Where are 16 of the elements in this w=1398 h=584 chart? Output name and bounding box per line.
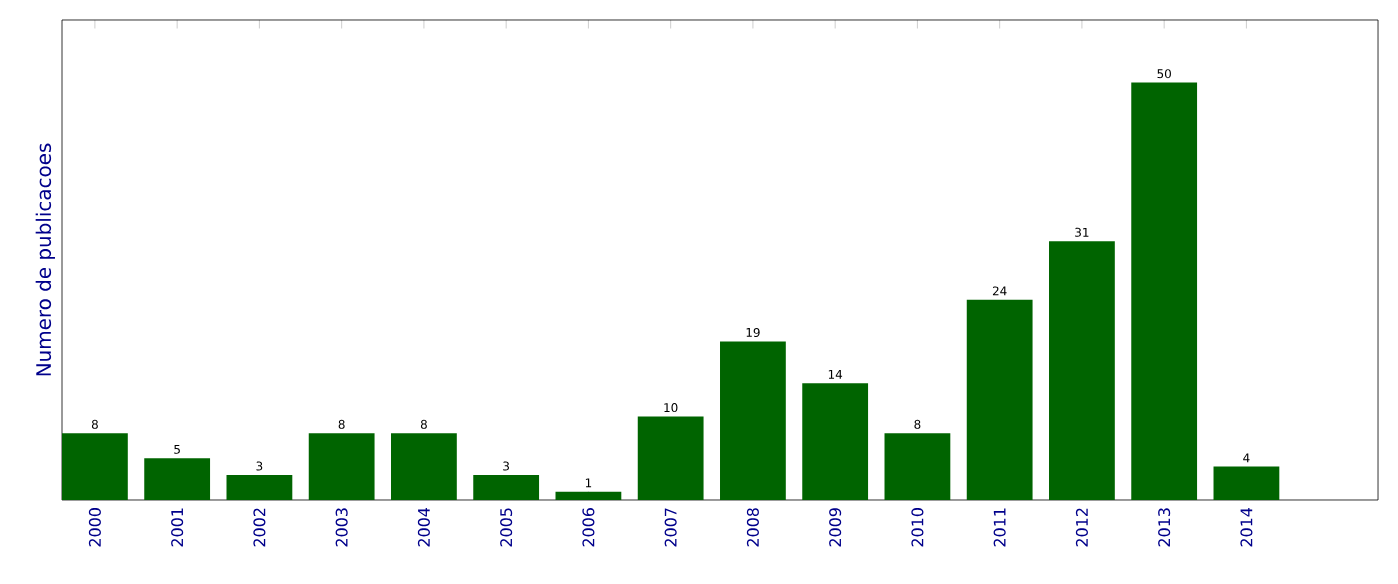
bar: [1049, 241, 1115, 500]
bar: [555, 491, 622, 500]
bar: [884, 433, 951, 500]
y-axis-title: Numero de publicacoes: [35, 143, 55, 376]
bar: [637, 416, 704, 500]
bar: [308, 433, 375, 500]
bar: [144, 458, 211, 500]
bar: [391, 433, 457, 500]
bar: [62, 433, 128, 500]
bar: [966, 299, 1033, 500]
bar: [720, 341, 786, 500]
bar: [1213, 466, 1280, 500]
bar: [226, 474, 293, 500]
bar: [1131, 82, 1198, 500]
bar: [473, 474, 540, 500]
bar: [802, 383, 869, 500]
